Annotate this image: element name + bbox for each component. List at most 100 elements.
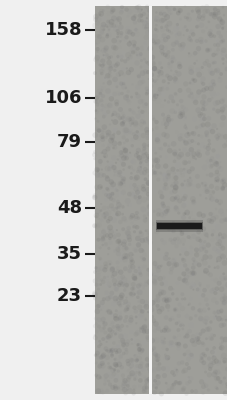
Point [137,304,141,310]
Point [138,164,142,170]
Point [140,347,144,353]
Point [152,367,155,373]
Point [195,337,198,343]
Point [224,384,227,390]
Point [129,314,132,320]
Point [125,341,128,348]
Point [95,98,99,104]
Point [154,170,158,176]
Point [197,262,200,268]
Point [223,134,227,140]
Point [107,284,111,290]
Point [95,328,99,334]
Point [155,76,158,83]
Point [103,152,107,159]
Point [113,68,117,75]
Point [172,221,175,227]
Point [122,380,126,386]
Point [156,68,160,74]
Point [201,342,204,348]
Point [163,181,167,188]
Point [177,209,180,216]
Point [176,319,180,325]
Point [212,332,215,339]
Point [122,140,126,146]
Point [219,132,223,138]
Point [99,92,102,98]
Point [171,258,175,264]
Point [144,215,148,221]
Point [188,296,192,302]
Point [152,188,156,194]
Point [134,331,137,337]
Point [221,275,225,282]
Point [136,135,139,141]
Point [166,356,170,362]
Point [118,353,122,360]
Point [128,125,131,131]
Point [224,22,227,28]
Point [94,186,98,193]
Point [187,159,190,165]
Point [141,366,145,372]
Point [128,357,132,363]
Point [182,211,185,217]
Point [198,316,202,323]
Point [121,119,125,125]
Point [181,368,184,375]
Point [147,141,151,147]
Point [139,312,143,318]
Point [100,299,104,306]
Point [213,314,216,320]
Point [145,191,149,198]
Point [169,385,173,391]
Point [105,32,109,38]
Point [141,18,144,25]
Point [200,240,203,247]
Point [96,276,100,283]
Point [95,20,99,26]
Point [203,195,207,202]
Point [97,338,101,344]
Point [123,148,127,154]
Point [122,238,126,245]
Point [198,192,201,198]
Point [182,3,186,10]
Point [153,157,157,163]
Point [121,241,125,248]
Point [114,316,118,322]
Point [102,233,106,239]
Point [142,24,146,30]
Point [100,150,103,156]
Point [162,173,166,179]
Point [160,102,164,108]
Point [184,16,188,22]
Point [96,168,99,174]
Point [135,4,138,10]
Point [130,370,133,376]
Point [172,286,175,292]
Point [162,355,166,361]
Point [195,332,199,338]
Point [160,17,164,23]
Point [110,134,114,140]
Point [126,304,129,310]
Point [201,13,205,19]
Point [215,264,219,270]
Point [136,294,139,300]
Point [177,380,181,386]
Point [139,125,143,132]
Point [99,68,103,74]
Point [106,371,109,378]
Point [147,195,150,201]
Point [173,184,177,190]
Point [137,7,141,14]
Point [171,141,175,147]
Point [213,313,217,320]
Point [108,327,111,333]
Point [210,353,214,359]
Point [152,328,156,334]
Point [219,19,222,26]
Point [104,211,108,217]
Point [216,280,220,286]
